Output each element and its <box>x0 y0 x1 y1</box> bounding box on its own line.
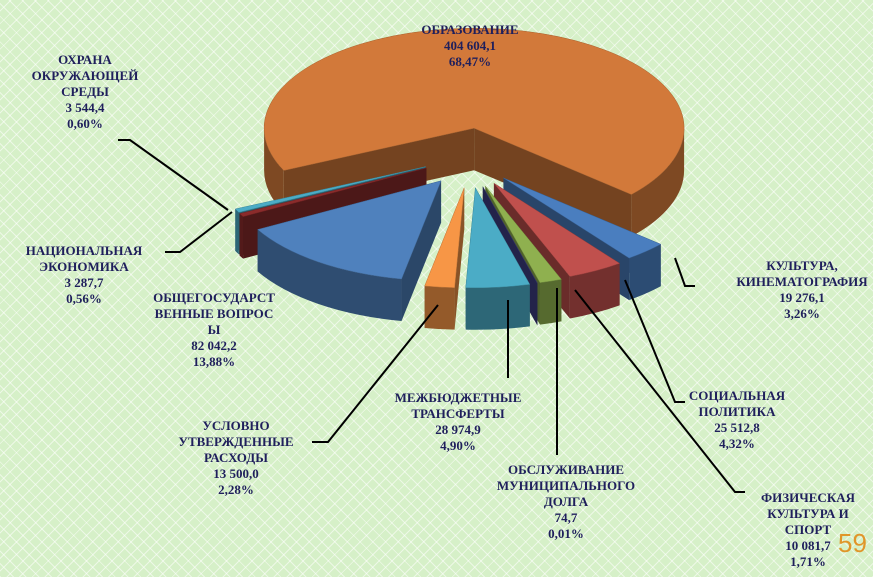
slice-wall <box>465 284 530 330</box>
slice-label: ОБЩЕГОСУДАРСТВЕННЫЕ ВОПРОСЫ 82 042,2 13,88… <box>150 290 278 370</box>
value-label: 28 974,9 <box>435 422 481 437</box>
category-name: ОБСЛУЖИВАНИЕ МУНИЦИПАЛЬНОГО ДОЛГА <box>496 462 636 509</box>
leader-line <box>165 211 233 253</box>
leader-line <box>674 257 695 287</box>
percent-label: 0,56% <box>66 291 102 306</box>
slice-label: КУЛЬТУРА, КИНЕМАТОГРАФИЯ 19 276,1 3,26% <box>727 258 873 322</box>
slice <box>257 180 442 280</box>
category-name: ОХРАНА ОКРУЖАЮЩЕЙ СРЕДЫ <box>31 52 139 99</box>
slice-side <box>474 128 632 237</box>
value-label: 13 500,0 <box>213 466 259 481</box>
leader-line <box>624 279 685 403</box>
value-label: 74,7 <box>554 510 578 525</box>
slice <box>503 177 662 259</box>
slice-wall <box>539 279 562 325</box>
value-label: 25 512,8 <box>714 420 760 435</box>
percent-label: 0,60% <box>67 116 103 131</box>
slice-label: ФИЗИЧЕСКАЯ КУЛЬТУРА И СПОРТ 10 081,7 1,71% <box>743 490 873 570</box>
slice-wall <box>239 213 244 259</box>
slice-wall <box>629 244 661 301</box>
percent-label: 0,01% <box>548 526 584 541</box>
category-name: УСЛОВНО УТВЕРЖДЕННЫЕ РАСХОДЫ <box>178 418 294 465</box>
category-name: НАЦИОНАЛЬНАЯ ЭКОНОМИКА <box>25 243 143 274</box>
value-label: 82 042,2 <box>191 338 237 353</box>
leader-lines <box>118 139 745 493</box>
value-label: 404 604,1 <box>444 38 496 53</box>
category-name: КУЛЬТУРА, КИНЕМАТОГРАФИЯ <box>736 258 868 289</box>
value-label: 3 287,7 <box>64 275 104 290</box>
percent-label: 13,88% <box>192 354 236 369</box>
slice-wall <box>235 208 239 255</box>
slice-label: ОБРАЗОВАНИЕ 404 604,1 68,47% <box>370 22 570 70</box>
category-name: ФИЗИЧЕСКАЯ КУЛЬТУРА И СПОРТ <box>760 490 856 537</box>
slice-label: ОХРАНА ОКРУЖАЮЩЕЙ СРЕДЫ 3 544,4 0,60% <box>20 52 150 132</box>
slice <box>485 185 562 283</box>
slice <box>263 27 685 195</box>
value-label: 3 544,4 <box>65 100 105 115</box>
percent-label: 3,26% <box>784 306 820 321</box>
percent-label: 4,32% <box>719 436 755 451</box>
slice <box>239 167 427 217</box>
value-label: 19 276,1 <box>779 290 825 305</box>
category-name: ОБЩЕГОСУДАРСТВЕННЫЕ ВОПРОСЫ <box>153 290 275 337</box>
slice <box>234 166 426 213</box>
category-name: ОБРАЗОВАНИЕ <box>421 22 519 37</box>
slice-wall <box>631 128 685 237</box>
category-name: МЕЖБЮДЖЕТНЫЕ ТРАНСФЕРТЫ <box>394 390 522 421</box>
slice-label: УСЛОВНО УТВЕРЖДЕННЫЕ РАСХОДЫ 13 500,0 2,28… <box>166 418 306 498</box>
slice-label: НАЦИОНАЛЬНАЯ ЭКОНОМИКА 3 287,7 0,56% <box>4 243 164 307</box>
slice-label: ОБСЛУЖИВАНИЕ МУНИЦИПАЛЬНОГО ДОЛГА 74,7 0,0… <box>481 462 651 542</box>
slice <box>465 186 531 289</box>
leader-line <box>312 304 439 443</box>
slice-label: МЕЖБЮДЖЕТНЫЕ ТРАНСФЕРТЫ 28 974,9 4,90% <box>373 390 543 454</box>
leader-line <box>574 289 745 493</box>
slice-wall <box>424 285 455 330</box>
category-name: СОЦИАЛЬНАЯ ПОЛИТИКА <box>688 388 786 419</box>
leader-line <box>118 139 229 211</box>
pie <box>234 27 685 330</box>
slice <box>482 186 538 284</box>
slice-wall <box>569 263 620 319</box>
slice-wall <box>264 128 284 213</box>
percent-label: 2,28% <box>218 482 254 497</box>
slice <box>493 183 621 277</box>
percent-label: 4,90% <box>440 438 476 453</box>
slice-wall <box>257 229 402 322</box>
value-label: 10 081,7 <box>785 538 831 553</box>
slice-label: СОЦИАЛЬНАЯ ПОЛИТИКА 25 512,8 4,32% <box>672 388 802 452</box>
percent-label: 68,47% <box>448 54 492 69</box>
slice <box>424 187 465 288</box>
page-number: 59 <box>838 528 867 558</box>
percent-label: 1,71% <box>790 554 826 569</box>
